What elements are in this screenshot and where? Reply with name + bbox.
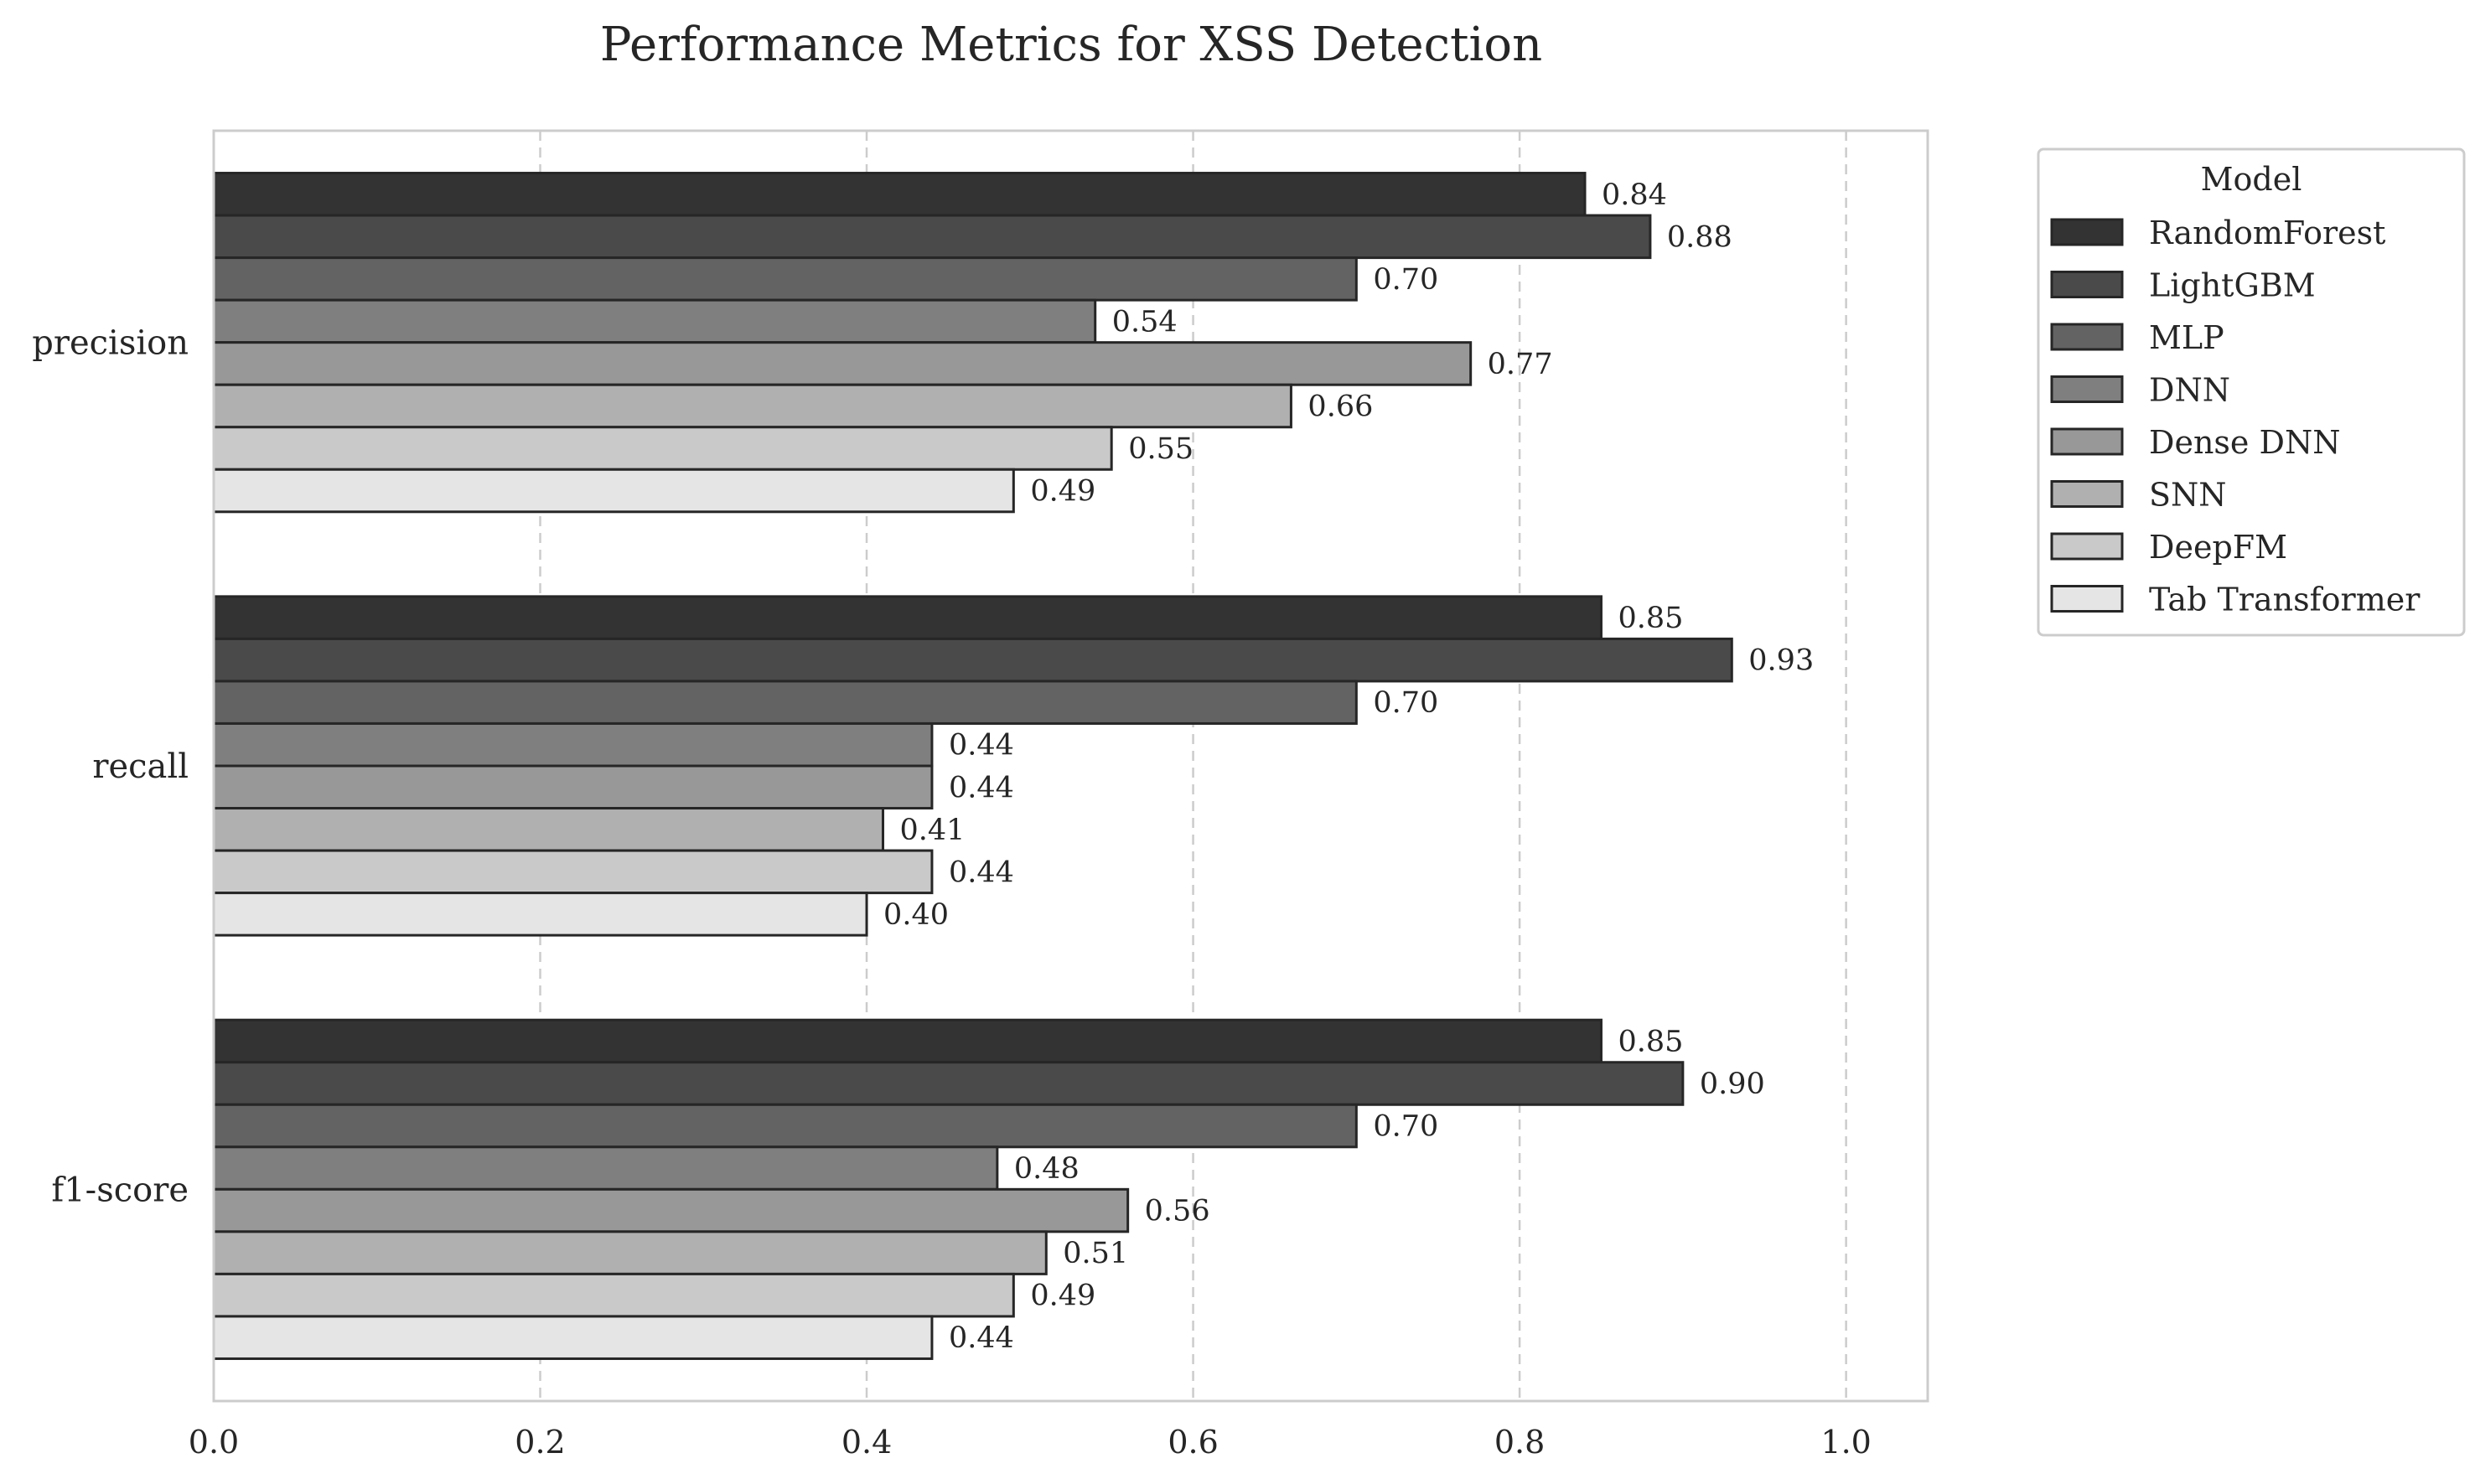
bar-value-label: 0.66 xyxy=(1307,390,1373,423)
bar-f1-score-snn xyxy=(212,1230,1048,1275)
bar-value-label: 0.84 xyxy=(1602,178,1667,212)
bar-value-label: 0.44 xyxy=(949,729,1014,763)
bar-f1-score-lightgbm xyxy=(212,1061,1685,1106)
legend-entry-label: DeepFM xyxy=(2149,529,2287,566)
x-tick-label: 0.4 xyxy=(841,1424,892,1461)
y-category-label: recall xyxy=(92,747,189,786)
legend-swatch-randomforest xyxy=(2050,218,2124,246)
bar-f1-score-deepfm xyxy=(212,1272,1015,1318)
bar-value-label: 0.44 xyxy=(949,1321,1014,1355)
legend-swatch-tab-transformer xyxy=(2050,585,2124,613)
legend-swatch-deepfm xyxy=(2050,532,2124,561)
bar-value-label: 0.41 xyxy=(900,814,966,847)
bar-value-label: 0.93 xyxy=(1748,644,1814,678)
chart-title: Performance Metrics for XSS Detection xyxy=(600,18,1542,72)
bar-value-label: 0.70 xyxy=(1373,686,1438,720)
bar-value-label: 0.51 xyxy=(1063,1237,1128,1270)
legend-entry-label: Dense DNN xyxy=(2149,424,2340,461)
bar-value-label: 0.85 xyxy=(1618,1025,1683,1058)
bar-precision-tab-transformer xyxy=(212,468,1015,514)
legend-swatch-lightgbm xyxy=(2050,271,2124,298)
legend-swatch-mlp xyxy=(2050,323,2124,351)
legend-entry-label: RandomForest xyxy=(2149,215,2385,251)
legend-entry-label: LightGBM xyxy=(2149,267,2316,304)
bar-value-label: 0.70 xyxy=(1373,263,1438,297)
bar-precision-lightgbm xyxy=(212,214,1652,260)
bar-value-label: 0.90 xyxy=(1700,1068,1765,1101)
bar-f1-score-tab-transformer xyxy=(212,1315,934,1360)
x-tick-label: 0.6 xyxy=(1168,1424,1218,1461)
bar-value-label: 0.88 xyxy=(1667,220,1732,254)
bar-precision-snn xyxy=(212,383,1292,429)
bar-value-label: 0.56 xyxy=(1145,1195,1210,1228)
bar-recall-mlp xyxy=(212,680,1358,725)
legend-entry-label: SNN xyxy=(2149,477,2227,514)
value-labels: 0.840.88 0.70 0.54 0.77 0.66 0.55 0.49 0.85 0.93… xyxy=(883,178,1814,1355)
y-category-label: f1-score xyxy=(51,1171,189,1209)
bar-precision-randomforest xyxy=(212,172,1587,217)
bar-f1-score-mlp xyxy=(212,1103,1358,1149)
legend-swatch-snn xyxy=(2050,480,2124,508)
bar-f1-score-dnn xyxy=(212,1145,999,1191)
plot-frame xyxy=(212,129,1929,1403)
bar-value-label: 0.85 xyxy=(1618,602,1683,635)
bar-value-label: 0.49 xyxy=(1030,475,1095,509)
bar-precision-dnn xyxy=(212,298,1097,344)
bar-value-label: 0.54 xyxy=(1112,305,1178,339)
legend-swatch-dense-dnn xyxy=(2050,427,2124,456)
legend-title: Model xyxy=(2201,161,2302,198)
bar-value-label: 0.49 xyxy=(1030,1280,1095,1313)
bar-value-label: 0.40 xyxy=(883,898,949,932)
bar-precision-mlp xyxy=(212,256,1358,302)
bar-value-label: 0.70 xyxy=(1373,1110,1438,1144)
x-tick-label: 0.8 xyxy=(1494,1424,1545,1461)
bar-recall-snn xyxy=(212,807,885,852)
bar-value-label: 0.48 xyxy=(1014,1152,1080,1186)
bar-recall-deepfm xyxy=(212,849,934,895)
bar-f1-score-randomforest xyxy=(212,1018,1603,1064)
legend-entry-label: MLP xyxy=(2149,319,2224,356)
bar-recall-dnn xyxy=(212,721,934,768)
bar-value-label: 0.44 xyxy=(949,856,1014,889)
legend-entry-label: DNN xyxy=(2149,372,2230,409)
x-tick-label: 0.0 xyxy=(189,1424,239,1461)
bars xyxy=(212,172,1733,1360)
bar-value-label: 0.44 xyxy=(949,771,1014,804)
bar-recall-tab-transformer xyxy=(212,892,868,937)
bar-recall-randomforest xyxy=(212,595,1603,640)
bar-value-label: 0.77 xyxy=(1488,348,1553,381)
y-category-label: precision xyxy=(32,324,189,363)
bar-precision-dense-dnn xyxy=(212,341,1473,386)
bar-recall-lightgbm xyxy=(212,637,1733,683)
legend: Model RandomForest LightGBM MLP DNN Dense DNN… xyxy=(2037,147,2466,637)
axes: 0.0 0.2 0.4 0.6 0.8 1.0 precision recall f1-scor… xyxy=(32,324,1872,1461)
bar-recall-dense-dnn xyxy=(212,764,934,810)
x-tick-label: 1.0 xyxy=(1820,1424,1871,1461)
x-tick-label: 0.2 xyxy=(515,1424,565,1461)
legend-swatch-dnn xyxy=(2050,375,2124,403)
bar-value-label: 0.55 xyxy=(1128,432,1193,466)
legend-entry-label: Tab Transformer xyxy=(2149,582,2421,618)
bar-precision-deepfm xyxy=(212,426,1113,471)
legend-frame xyxy=(2037,147,2466,637)
bar-f1-score-dense-dnn xyxy=(212,1187,1130,1233)
